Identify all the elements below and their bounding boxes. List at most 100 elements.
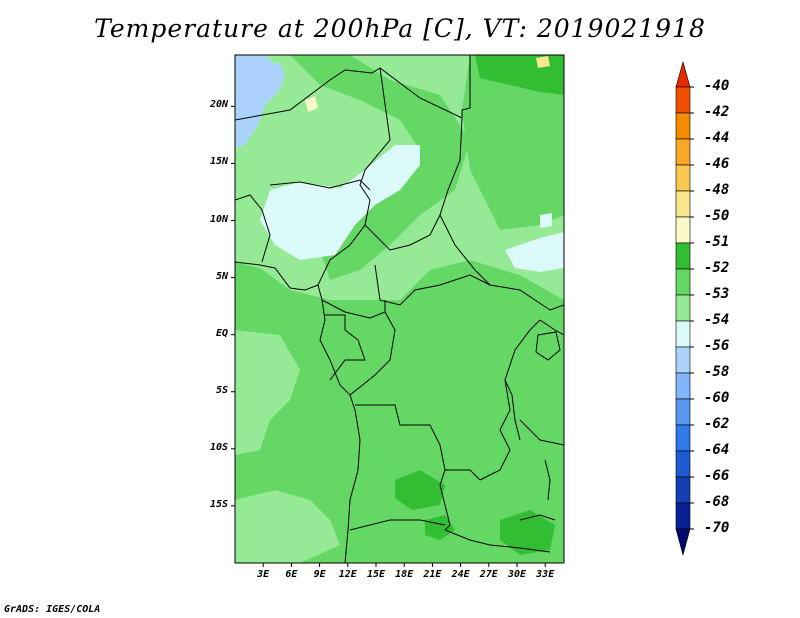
map-title: Temperature at 200hPa [C], VT: 201902191… — [94, 14, 706, 43]
lon-tick-label: 24E — [451, 569, 470, 580]
border-nigeria-cameroon — [317, 199, 371, 301]
border-cameroon-congo — [321, 299, 386, 319]
lake-tanganyika — [504, 379, 521, 441]
field-region-minus54-southwest — [235, 490, 340, 563]
country-borders — [235, 55, 564, 563]
lat-tick-label: 10S — [209, 441, 228, 453]
colorbar-bin — [675, 424, 691, 452]
colorbar-level-label: -51 — [704, 234, 730, 250]
colorbar-bin — [675, 112, 691, 140]
colorbar-level-label: -53 — [704, 286, 730, 302]
colorbar-level-label: -64 — [704, 442, 730, 458]
coast-southeast — [519, 514, 556, 521]
colorbar-level-label: -52 — [704, 260, 730, 276]
colorbar-bin — [675, 502, 691, 530]
border-south — [444, 529, 551, 553]
colorbar-bin — [675, 450, 691, 478]
colorbar-bin — [675, 372, 691, 400]
field-region-minus53-streak — [290, 55, 470, 280]
border-tanzania — [519, 419, 564, 446]
lat-tick-label: 10N — [209, 213, 228, 225]
lon-tick-marks — [262, 563, 546, 567]
colorbar-level-label: -56 — [704, 338, 730, 354]
field-region-minus52-south — [395, 470, 445, 510]
colorbar-bin — [675, 398, 691, 426]
lake-victoria — [535, 331, 561, 361]
field-region-minus51-spot-ne — [536, 56, 550, 68]
border-drc-congo — [349, 311, 396, 396]
lon-tick-label: 15E — [366, 569, 386, 580]
colorbar-level-label: -44 — [704, 130, 730, 146]
colorbar-level-label: -58 — [704, 364, 730, 380]
coast-gabon-angola — [319, 299, 361, 563]
border-drc-angola — [355, 404, 481, 481]
lat-tick-label: 5S — [215, 384, 228, 396]
lon-tick-label: 6E — [285, 569, 298, 580]
colorbar — [675, 60, 694, 557]
colorbar-level-label: -40 — [704, 78, 730, 94]
colorbar-level-label: -42 — [704, 104, 730, 120]
colorbar-bin — [675, 138, 691, 166]
field-region-minus54-west — [235, 330, 300, 455]
lon-tick-label: 3E — [257, 569, 270, 580]
coast-west-africa — [235, 261, 319, 291]
border-uganda — [534, 299, 564, 311]
colorbar-level-label: -60 — [704, 390, 730, 406]
border-niger-nigeria — [269, 179, 371, 191]
field-region-minus56-east-small — [540, 213, 552, 228]
border-niger-libya — [344, 55, 471, 119]
colorbar-level-label: -48 — [704, 182, 730, 198]
colorbar-level-label: -50 — [704, 208, 730, 224]
lon-tick-label: 18E — [395, 569, 414, 580]
border-chad-car — [364, 214, 441, 251]
colorbar-bin — [675, 320, 691, 348]
field-region-minus56-sahara — [260, 145, 420, 260]
lat-tick-label: EQ — [215, 327, 228, 339]
colorbar-bin — [675, 268, 691, 296]
lon-tick-label: 30E — [507, 569, 527, 580]
colorbar-bin — [675, 294, 691, 322]
colorbar-bin — [675, 528, 691, 557]
border-niger-chad — [359, 67, 391, 201]
colorbar-bin — [675, 190, 691, 218]
border-algeria-niger — [235, 69, 346, 121]
lon-tick-label: 33E — [536, 569, 555, 580]
field-region-minus52-sw — [425, 515, 455, 540]
lat-tick-label: 20N — [209, 99, 228, 111]
border-zambia-drc-east — [479, 319, 541, 481]
temperature-field — [235, 55, 564, 563]
lon-tick-label: 27E — [479, 569, 498, 580]
colorbar-bin — [675, 86, 691, 114]
colorbar-level-label: -68 — [704, 494, 730, 510]
map-frame — [234, 54, 565, 564]
lat-tick-marks — [231, 105, 235, 507]
lat-tick-label: 15N — [209, 156, 228, 168]
field-region-minus56-east — [505, 232, 564, 272]
field-region-minus52-southeast — [500, 510, 555, 555]
colorbar-bin — [675, 476, 691, 504]
border-east-africa — [539, 319, 564, 336]
grads-credit: GrADS: IGES/COLA — [4, 604, 101, 615]
colorbar-level-label: -70 — [704, 520, 730, 536]
lat-tick-label: 15S — [209, 498, 228, 510]
lat-tick-label: 5N — [215, 270, 228, 282]
colorbar-level-label: -46 — [704, 156, 730, 172]
colorbar-level-label: -54 — [704, 312, 730, 328]
colorbar-level-label: -66 — [704, 468, 730, 484]
lake-malawi — [544, 459, 551, 501]
border-congo-gabon — [325, 314, 366, 381]
colorbar-level-label: -62 — [704, 416, 730, 432]
border-angola-namibia — [349, 519, 446, 531]
colorbar-bin — [675, 242, 691, 270]
field-region-minus51-spot — [305, 96, 318, 112]
lon-tick-label: 9E — [313, 569, 326, 580]
border-west-small — [235, 194, 271, 263]
colorbar-bin — [675, 216, 691, 244]
border-angola-zambia — [439, 469, 451, 531]
field-region-minus58-patch — [262, 62, 285, 88]
border-car-drc — [374, 264, 536, 306]
colorbar-bin — [675, 164, 691, 192]
colorbar-bin — [675, 60, 691, 88]
lon-tick-label: 21E — [423, 569, 442, 580]
